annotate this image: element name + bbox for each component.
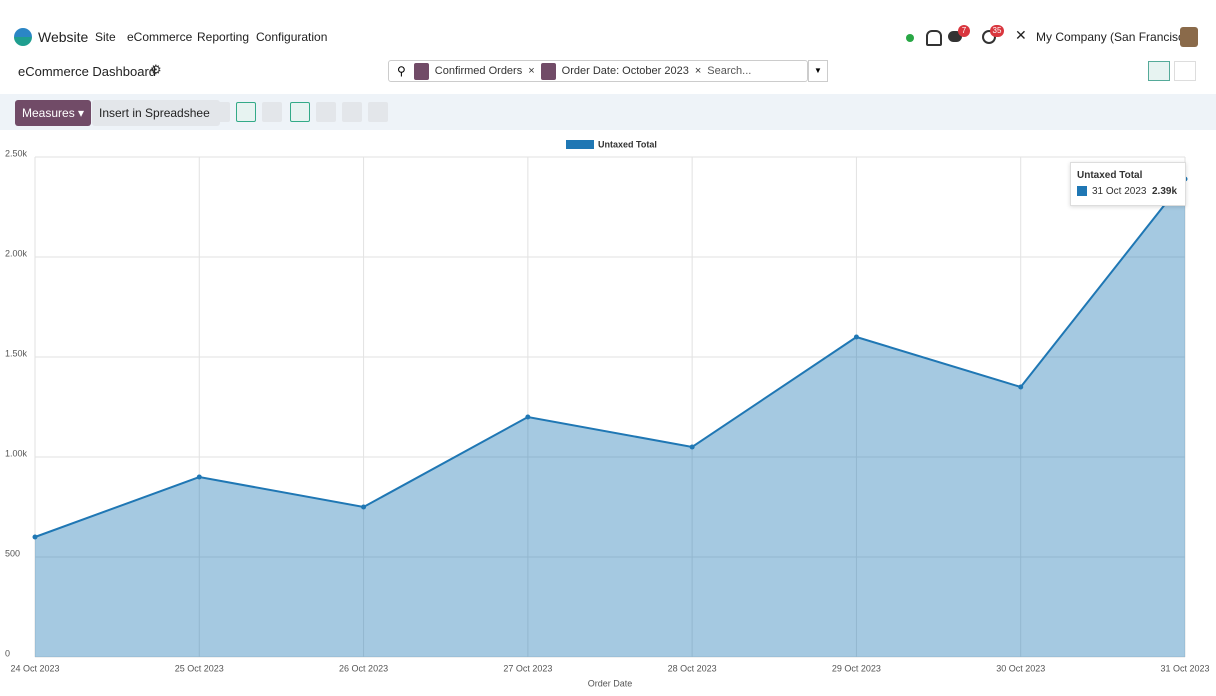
chat-badge: 7: [958, 25, 970, 37]
legend-swatch: [566, 140, 594, 149]
filter-icon: [541, 63, 556, 80]
sort-asc-button[interactable]: [368, 102, 388, 122]
phone-icon[interactable]: [926, 30, 942, 46]
view-graph[interactable]: [1148, 61, 1170, 81]
tooltip-swatch: [1077, 186, 1087, 196]
company-switcher[interactable]: My Company (San Francisco): [1036, 30, 1195, 44]
status-dot: [906, 34, 914, 42]
stacked-button[interactable]: [290, 102, 310, 122]
menu-item[interactable]: Site: [95, 30, 116, 44]
point: [854, 335, 859, 340]
chart: 0 500 1.00k 1.50k 2.00k 2.50k 24 Oct 2023 25 Oc…: [0, 128, 1216, 694]
button-label: Measures: [22, 106, 75, 120]
app-name[interactable]: Website: [38, 29, 88, 45]
y-tick-label: 1.00k: [5, 448, 28, 458]
point: [361, 505, 366, 510]
x-tick-label: 26 Oct 2023: [339, 663, 388, 673]
page: Website Site eCommerce Reporting Configu…: [0, 0, 1216, 696]
point: [525, 415, 530, 420]
area: [35, 179, 1185, 657]
y-tick-label: 0: [5, 648, 10, 658]
search-toggle[interactable]: ▼: [808, 60, 828, 82]
x-tick-label: 28 Oct 2023: [668, 663, 717, 673]
x-tick-label: 25 Oct 2023: [175, 663, 224, 673]
tooltip-title: Untaxed Total: [1077, 170, 1142, 181]
sort-desc-button[interactable]: [342, 102, 362, 122]
y-tick-label: 1.50k: [5, 348, 28, 358]
x-tick-label: 30 Oct 2023: [996, 663, 1045, 673]
activity-badge: 35: [990, 25, 1004, 37]
y-tick-label: 2.50k: [5, 148, 28, 158]
spreadsheet-button[interactable]: Insert in Spreadsheet: [92, 100, 220, 126]
point: [1018, 385, 1023, 390]
x-tick-label: 31 Oct 2023: [1160, 663, 1209, 673]
facet-label: Confirmed Orders: [435, 65, 522, 77]
y-tick-label: 500: [5, 548, 20, 558]
facet-remove[interactable]: ×: [528, 65, 534, 77]
x-tick-label: 29 Oct 2023: [832, 663, 881, 673]
pie-chart-button[interactable]: [262, 102, 282, 122]
settings-gear[interactable]: ⚙: [150, 62, 162, 78]
legend-label: Untaxed Total: [598, 139, 657, 149]
x-axis-label: Order Date: [588, 678, 633, 688]
menu-item[interactable]: Configuration: [256, 30, 327, 44]
bar-chart-button[interactable]: [210, 102, 230, 122]
app-logo[interactable]: [14, 28, 32, 46]
facet[interactable]: Order Date: October 2023 ×: [541, 63, 702, 80]
point: [197, 475, 202, 480]
tooltip: Untaxed Total 31 Oct 2023 2.39k: [1070, 162, 1186, 206]
search-bar[interactable]: ⚲ Confirmed Orders × Order Date: October …: [388, 60, 808, 82]
menu-item[interactable]: Reporting: [197, 30, 249, 44]
x-tick-label: 27 Oct 2023: [503, 663, 552, 673]
menu-item[interactable]: eCommerce: [127, 30, 192, 44]
cumulative-button[interactable]: [316, 102, 336, 122]
point: [690, 445, 695, 450]
line-chart-button[interactable]: [236, 102, 256, 122]
view-pivot[interactable]: [1174, 61, 1196, 81]
facet-label: Order Date: October 2023: [562, 65, 689, 77]
facet-remove[interactable]: ×: [695, 65, 701, 77]
point: [33, 535, 38, 540]
tooltip-label: 31 Oct 2023: [1092, 186, 1146, 197]
measures-button[interactable]: Measures ▾: [15, 100, 91, 126]
y-tick-label: 2.00k: [5, 248, 28, 258]
search-icon: ⚲: [397, 64, 406, 78]
search-placeholder: Search...: [707, 65, 751, 77]
user-avatar[interactable]: [1180, 27, 1198, 47]
tooltip-value: 2.39k: [1152, 186, 1177, 197]
filter-icon: [414, 63, 429, 80]
x-tick-label: 24 Oct 2023: [10, 663, 59, 673]
facet[interactable]: Confirmed Orders ×: [414, 63, 535, 80]
breadcrumb-title: eCommerce Dashboard: [18, 64, 156, 79]
debug-icon[interactable]: ✕: [1015, 27, 1027, 44]
